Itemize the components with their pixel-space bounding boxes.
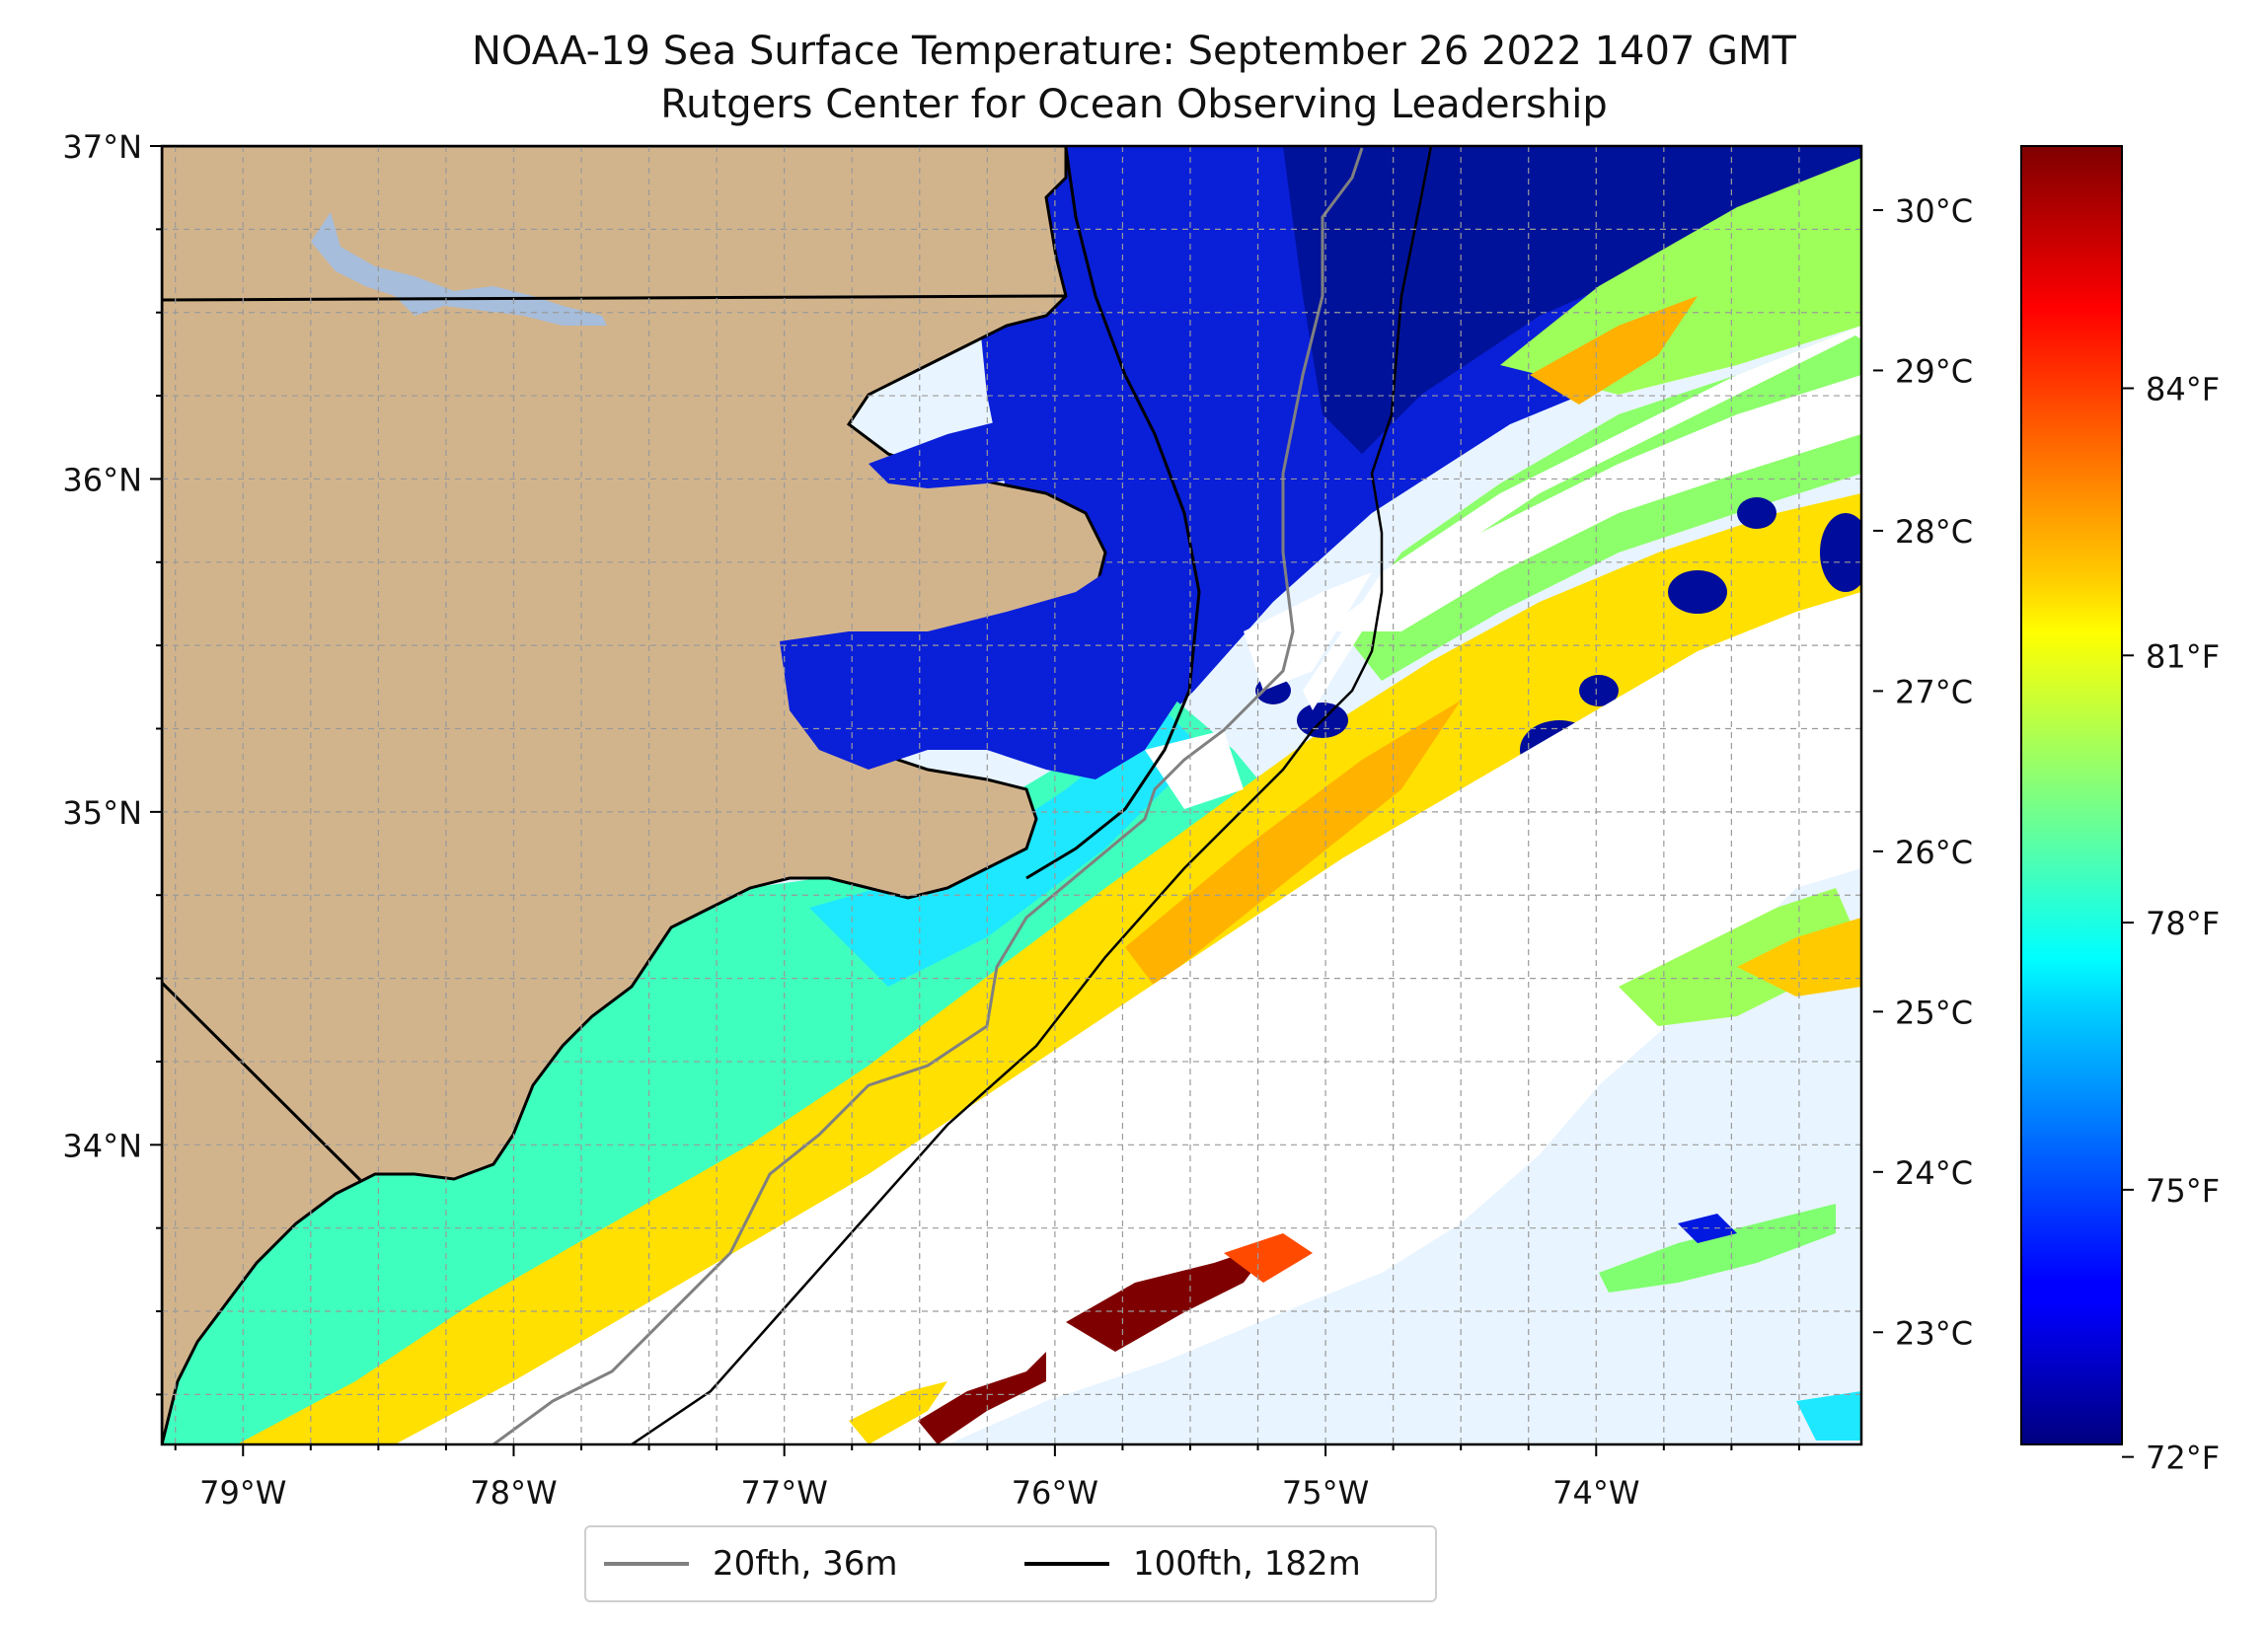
celsius-tick-label: 23°C bbox=[1895, 1314, 1973, 1352]
outer-banks bbox=[1025, 147, 1201, 880]
sst-warm-band-north bbox=[1500, 158, 1861, 395]
celsius-tick-label: 28°C bbox=[1895, 513, 1973, 551]
legend-label-100fth: 100fth, 182m bbox=[1133, 1544, 1361, 1584]
legend-item-100fth: 100fth, 182m bbox=[1024, 1527, 1361, 1600]
isobath-20fth bbox=[492, 147, 1364, 1444]
sst-gulf-stream-core bbox=[1125, 701, 1461, 987]
legend-line-black bbox=[1024, 1562, 1109, 1566]
fahrenheit-tick-label: 84°F bbox=[2146, 371, 2220, 408]
lat-tick-label: 34°N bbox=[62, 1127, 142, 1164]
albemarle-sound bbox=[869, 414, 1086, 488]
lon-tick-label: 78°W bbox=[470, 1474, 557, 1512]
legend-label-20fth: 20fth, 36m bbox=[713, 1544, 898, 1584]
no-data-cloud-mask bbox=[395, 326, 1861, 1444]
fahrenheit-tick-label: 78°F bbox=[2146, 905, 2220, 942]
state-border-nc-sc bbox=[162, 981, 362, 1182]
fahrenheit-tick-label: 81°F bbox=[2146, 637, 2220, 675]
celsius-tick-label: 30°C bbox=[1895, 192, 1973, 230]
legend-item-20fth: 20fth, 36m bbox=[604, 1527, 898, 1600]
legend-line-gray bbox=[604, 1562, 689, 1566]
isobath-legend: 20fth, 36m 100fth, 182m bbox=[584, 1525, 1437, 1602]
sst-gulf-stream-band bbox=[237, 493, 1861, 1444]
colorbar-ticks: 30°C 29°C 28°C 27°C 26°C 25°C 24°C 23°C 84°F 81°F… bbox=[1873, 192, 2220, 1477]
state-border-va-nc bbox=[162, 294, 1067, 302]
lon-tick-label: 77°W bbox=[740, 1474, 827, 1512]
lon-tick-label: 75°W bbox=[1282, 1474, 1369, 1512]
lon-tick-label: 79°W bbox=[199, 1474, 286, 1512]
land-mass bbox=[162, 146, 1107, 1444]
celsius-tick-label: 29°C bbox=[1895, 352, 1973, 390]
sst-orange-band-north bbox=[1530, 296, 1698, 405]
map-body bbox=[162, 146, 1861, 1444]
map-title: NOAA-19 Sea Surface Temperature: Septemb… bbox=[472, 29, 1796, 74]
celsius-tick-label: 25°C bbox=[1895, 994, 1973, 1031]
isobath-100fth bbox=[631, 146, 1433, 1444]
celsius-tick-label: 26°C bbox=[1895, 834, 1973, 871]
map-frame bbox=[160, 144, 1863, 1446]
map-subtitle: Rutgers Center for Ocean Observing Leade… bbox=[660, 82, 1608, 127]
celsius-tick-label: 24°C bbox=[1895, 1154, 1973, 1192]
celsius-tick-label: 27°C bbox=[1895, 673, 1973, 710]
map-ticks: 79°W 78°W 77°W 76°W 75°W 74°W 37°N 36°N 35°N 34°N bbox=[62, 128, 1800, 1512]
lat-tick-label: 35°N bbox=[62, 794, 142, 832]
fahrenheit-tick-label: 75°F bbox=[2146, 1172, 2220, 1210]
colorbar bbox=[2020, 145, 2123, 1445]
lon-tick-label: 76°W bbox=[1012, 1474, 1098, 1512]
sst-patches bbox=[849, 888, 1861, 1444]
lat-tick-label: 37°N bbox=[62, 128, 142, 166]
lat-tick-label: 36°N bbox=[62, 461, 142, 498]
lon-tick-label: 74°W bbox=[1552, 1474, 1639, 1512]
map-gridlines bbox=[162, 146, 1861, 1444]
fahrenheit-tick-label: 72°F bbox=[2146, 1440, 2220, 1477]
